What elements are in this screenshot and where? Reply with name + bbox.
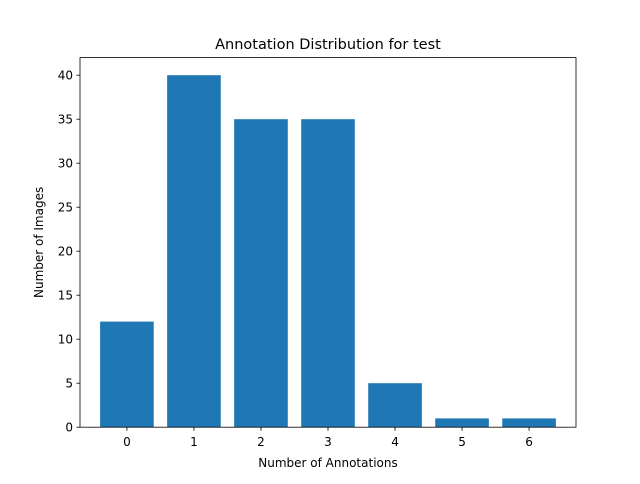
y-tick-label: 40 bbox=[58, 69, 73, 83]
y-tick-label: 5 bbox=[65, 377, 73, 391]
x-ticks-group: 0 1 2 3 4 5 6 bbox=[123, 427, 533, 449]
bar-3 bbox=[301, 119, 355, 428]
x-tick-label: 4 bbox=[391, 435, 399, 449]
chart-title: Annotation Distribution for test bbox=[215, 37, 441, 53]
bars-group bbox=[100, 75, 556, 428]
y-tick-label: 10 bbox=[58, 333, 73, 347]
y-ticks-group: 0 5 10 15 20 25 30 35 40 bbox=[58, 69, 80, 435]
x-tick-label: 6 bbox=[525, 435, 533, 449]
y-tick-label: 30 bbox=[58, 157, 73, 171]
y-tick-label: 0 bbox=[65, 421, 73, 435]
bar-4 bbox=[368, 383, 422, 428]
x-tick-label: 1 bbox=[190, 435, 198, 449]
y-tick-label: 20 bbox=[58, 245, 73, 259]
y-axis-label: Number of Images bbox=[32, 187, 46, 298]
x-tick-label: 5 bbox=[458, 435, 466, 449]
bar-1 bbox=[167, 75, 221, 428]
bar-6 bbox=[502, 418, 556, 428]
x-tick-label: 3 bbox=[324, 435, 332, 449]
plot-area-frame bbox=[79, 57, 577, 428]
x-axis-label: Number of Annotations bbox=[258, 456, 397, 470]
x-tick-label: 2 bbox=[257, 435, 265, 449]
bar-0 bbox=[100, 321, 154, 428]
x-tick-label: 0 bbox=[123, 435, 131, 449]
y-tick-label: 25 bbox=[58, 201, 73, 215]
bar-2 bbox=[234, 119, 288, 428]
y-tick-label: 35 bbox=[58, 113, 73, 127]
y-tick-label: 15 bbox=[58, 289, 73, 303]
bar-5 bbox=[435, 418, 489, 428]
